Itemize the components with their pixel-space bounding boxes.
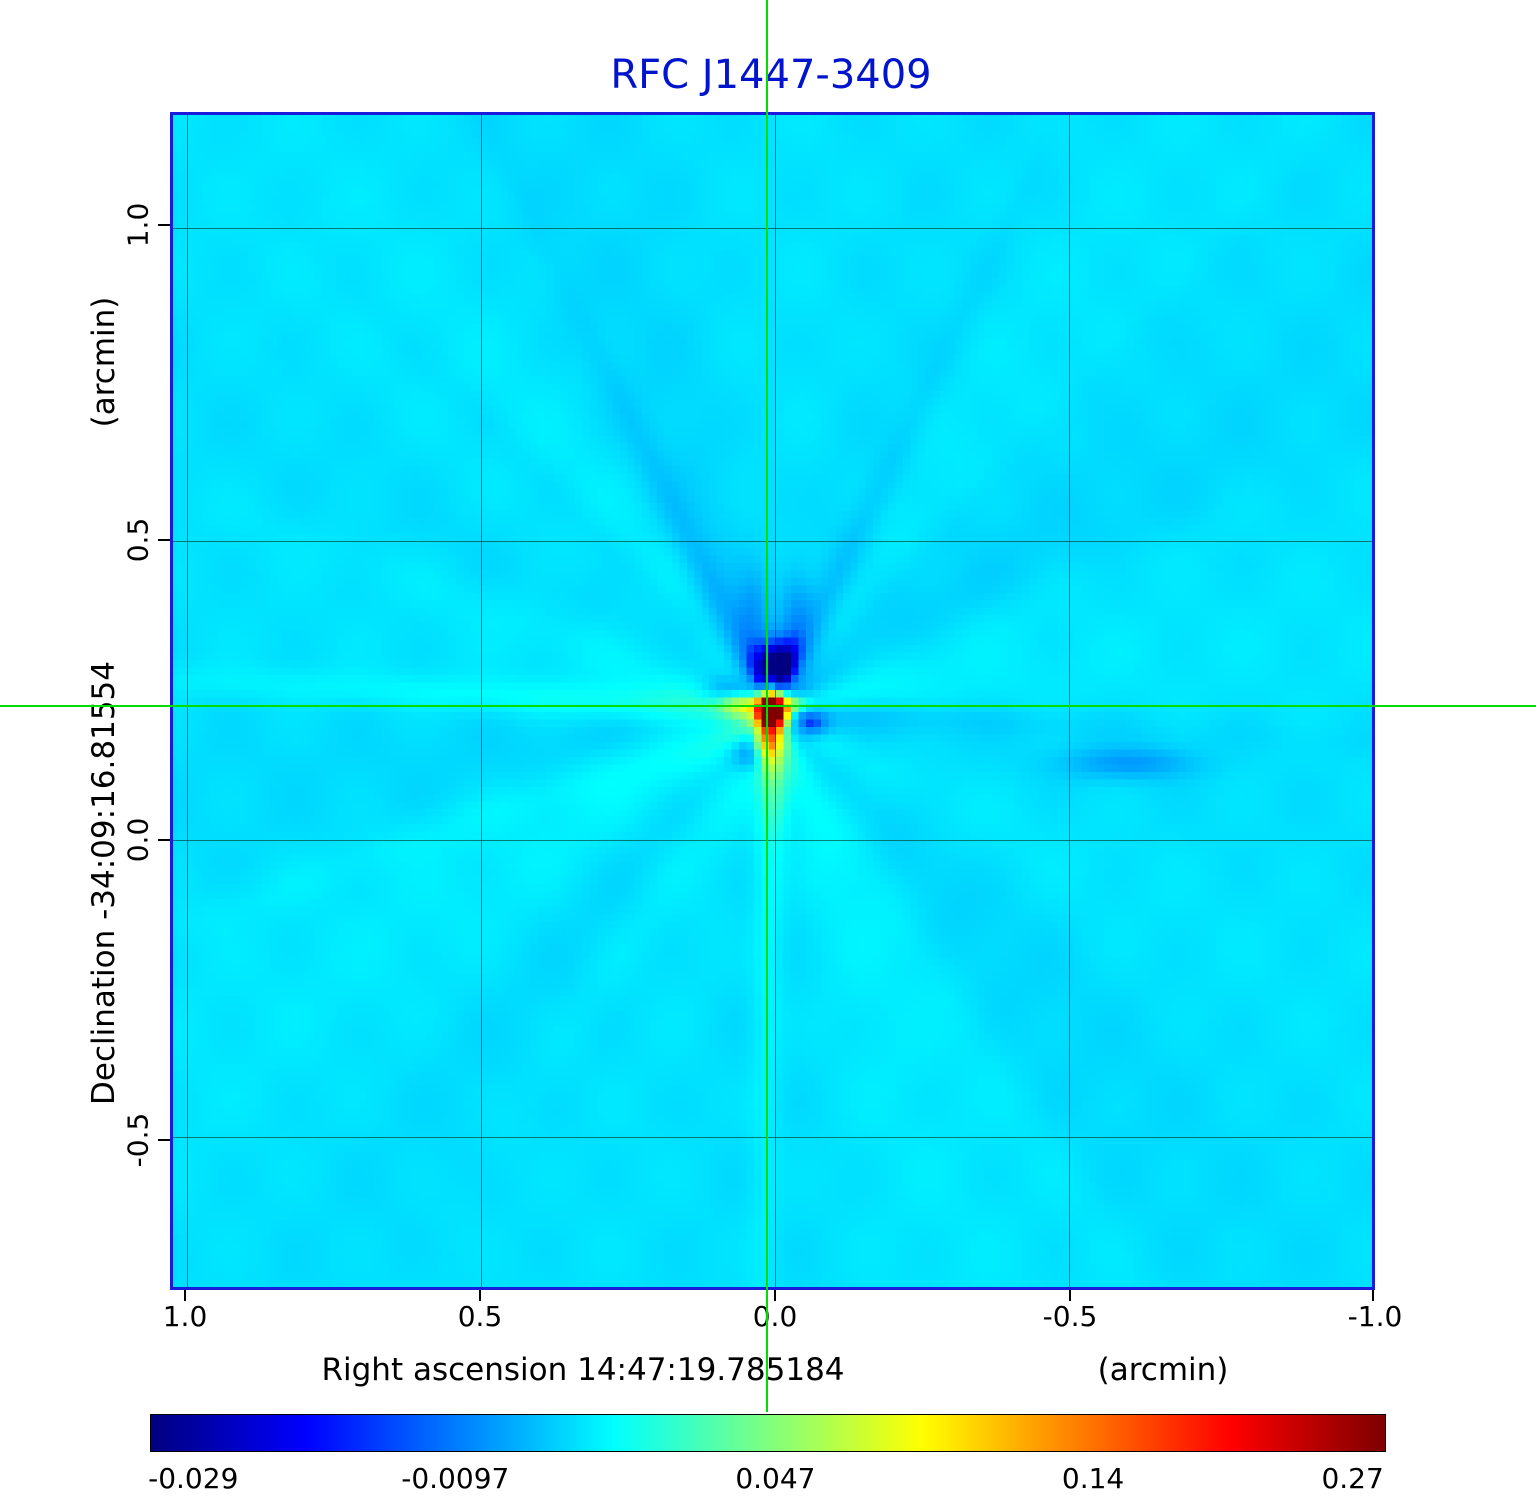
y-axis-unit-label: (arcmin) xyxy=(86,296,122,428)
grid-line-horizontal xyxy=(173,1137,1372,1138)
grid-line-vertical xyxy=(481,115,482,1287)
colorbar: -0.029 -0.0097 0.047 0.14 0.27 xyxy=(148,1414,1386,1509)
grid-line-horizontal xyxy=(173,228,1372,229)
grid-line-vertical xyxy=(775,115,776,1287)
x-axis-tick xyxy=(1069,1290,1071,1301)
y-tick-label: -0.5 xyxy=(121,1112,155,1168)
y-axis-tick xyxy=(158,839,170,841)
colorbar-tick-label: -0.029 xyxy=(148,1462,239,1495)
x-axis-tick xyxy=(184,1290,186,1301)
colorbar-tick-label: -0.0097 xyxy=(401,1462,510,1495)
x-tick-label: -0.5 xyxy=(1042,1300,1098,1333)
x-tick-label: 1.0 xyxy=(162,1300,208,1333)
colorbar-tick-label: 0.27 xyxy=(1321,1462,1384,1495)
sky-map-canvas xyxy=(173,115,1372,1287)
y-axis-tick xyxy=(158,539,170,541)
x-axis-tick xyxy=(1372,1290,1374,1301)
colorbar-tick-label: 0.047 xyxy=(735,1462,816,1495)
plot-title: RFC J1447-3409 xyxy=(610,52,932,98)
x-axis-unit-label: (arcmin) xyxy=(1097,1352,1229,1388)
grid-line-horizontal xyxy=(173,541,1372,542)
x-axis-label: Right ascension 14:47:19.785184 xyxy=(321,1352,845,1388)
crosshair-vertical-line xyxy=(766,0,768,1412)
x-tick-label: -1.0 xyxy=(1347,1300,1403,1333)
y-tick-label: 0.0 xyxy=(121,817,155,863)
x-axis-tick xyxy=(479,1290,481,1301)
colorbar-tick-label: 0.14 xyxy=(1061,1462,1125,1495)
colorbar-gradient xyxy=(150,1414,1386,1452)
y-axis-tick xyxy=(158,1139,170,1141)
y-axis-label: Declination -34:09:16.81554 xyxy=(86,661,122,1105)
x-tick-label: 0.5 xyxy=(457,1300,503,1333)
x-tick-label: 0.0 xyxy=(752,1300,798,1333)
x-axis-tick xyxy=(774,1290,776,1301)
crosshair-horizontal-line xyxy=(0,705,1536,707)
grid-line-vertical xyxy=(1069,115,1070,1287)
y-axis-tick xyxy=(158,224,170,226)
grid-line-horizontal xyxy=(173,840,1372,841)
y-tick-label: 0.5 xyxy=(121,517,155,563)
grid-line-vertical xyxy=(187,115,188,1287)
sky-map-panel xyxy=(170,112,1375,1290)
y-tick-label: 1.0 xyxy=(121,202,155,248)
